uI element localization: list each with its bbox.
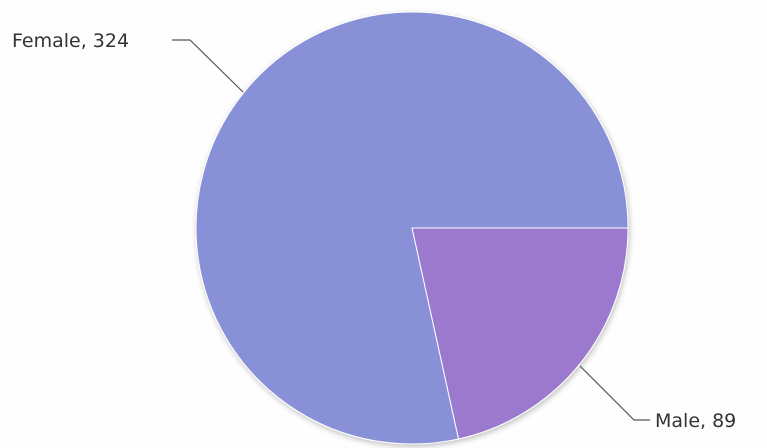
pie-slice-female[interactable] [195, 11, 629, 445]
slice-label-male: Male, 89 [655, 410, 736, 432]
slice-leader-line-female [172, 39, 244, 93]
pie-labels: Female, 324 Male, 89 [12, 30, 736, 432]
pie-slice-male[interactable] [411, 227, 629, 440]
slice-leader-line-male [579, 365, 650, 421]
pie-slices [195, 11, 629, 445]
slice-label-female: Female, 324 [12, 30, 129, 52]
